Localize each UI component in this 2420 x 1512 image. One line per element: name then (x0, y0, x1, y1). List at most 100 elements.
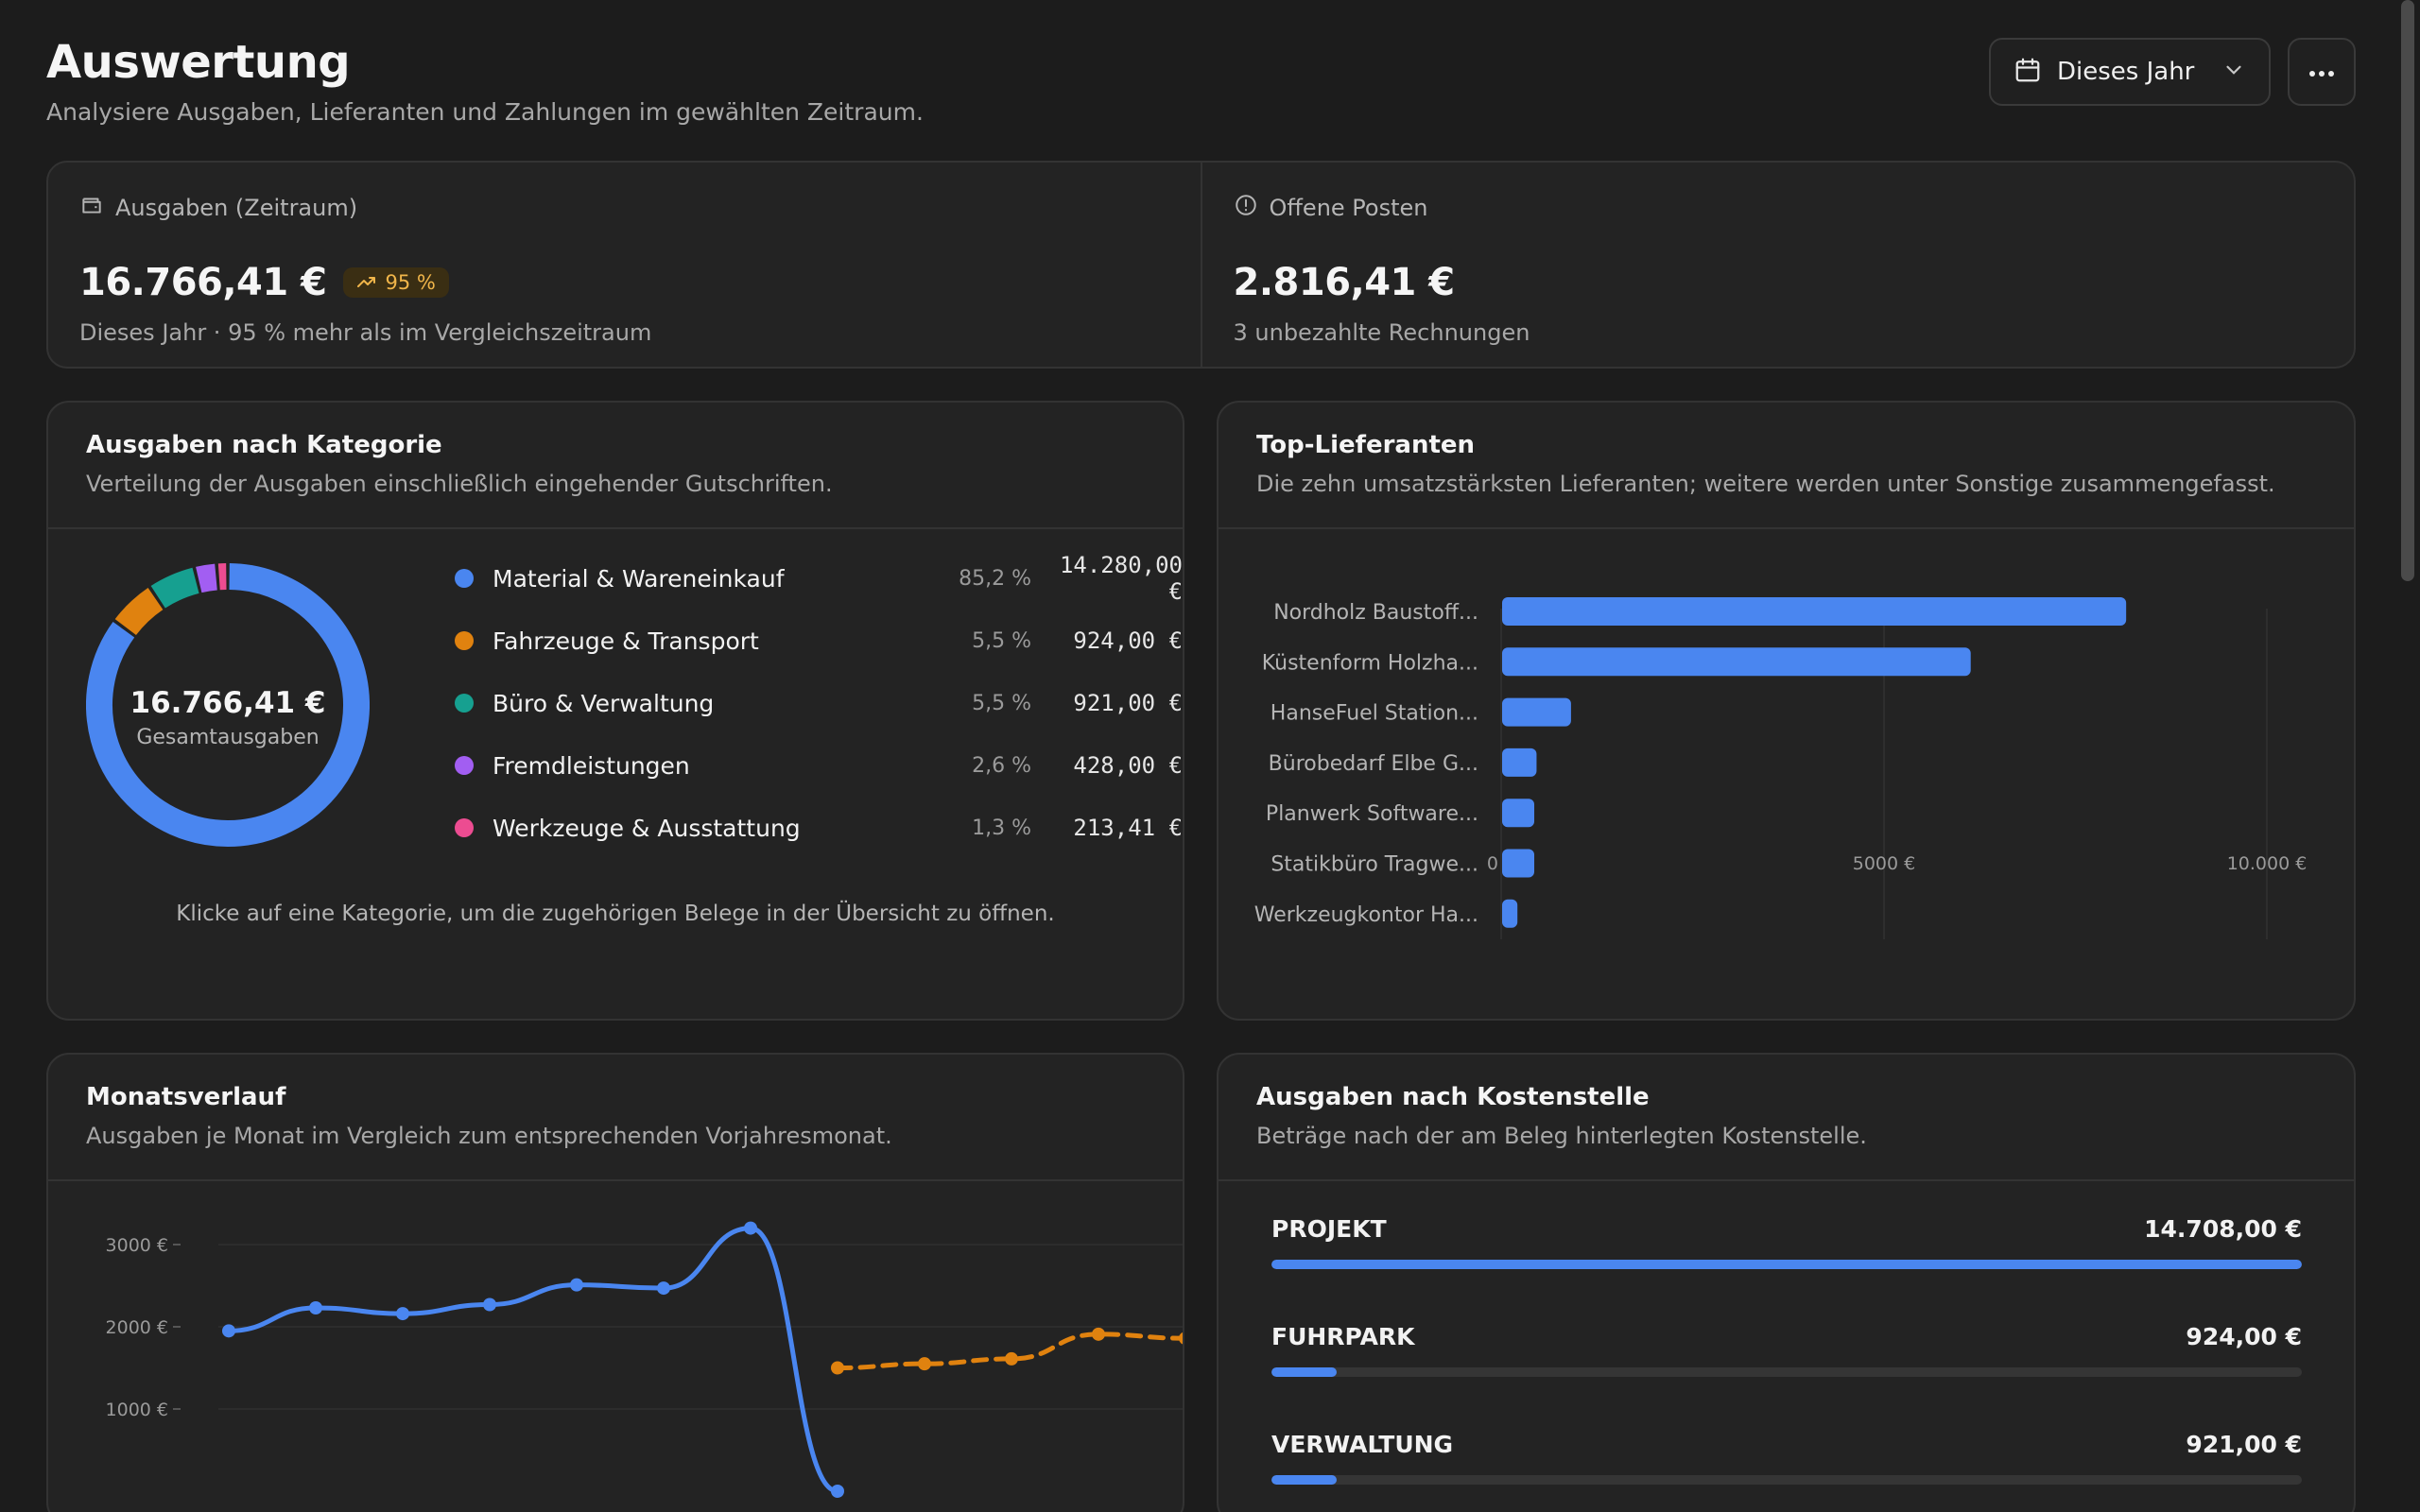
series-line (226, 1226, 840, 1494)
series-point[interactable] (918, 1357, 931, 1371)
series-point[interactable] (483, 1297, 496, 1312)
y-tick-label: Nordholz Baustoff... (1273, 601, 1478, 625)
legend-percent: 2,6 % (972, 753, 1031, 778)
cost-center-desc: Beträge nach der am Beleg hinterlegten K… (1256, 1123, 1867, 1149)
legend-dot (455, 694, 474, 713)
monthly-title: Monatsverlauf (86, 1083, 286, 1111)
stat-open-items: Offene Posten 2.816,41 € 3 unbezahlte Re… (1200, 163, 2355, 367)
trending-up-icon (356, 271, 377, 294)
legend-dot (455, 756, 474, 775)
supplier-bar[interactable] (1502, 899, 1518, 928)
supplier-bar[interactable] (1502, 697, 1571, 727)
cost-center-name: FUHRPARK (1271, 1323, 1415, 1350)
donut-slice[interactable] (150, 567, 199, 609)
cost-center-track (1271, 1260, 2302, 1269)
supplier-bar[interactable] (1502, 799, 1535, 828)
page-scrollbar[interactable] (2401, 0, 2414, 581)
legend-name: Fahrzeuge & Transport (493, 627, 759, 655)
period-select[interactable]: Dieses Jahr (1989, 38, 2271, 106)
series-point[interactable] (570, 1278, 583, 1292)
legend-percent: 85,2 % (959, 566, 1031, 591)
y-tick-label: HanseFuel Station... (1270, 702, 1478, 726)
stat-expenses-value: 16.766,41 € (79, 261, 327, 304)
cost-center-fill (1271, 1367, 1337, 1377)
cost-center-fill (1271, 1260, 2302, 1269)
page-subtitle: Analysiere Ausgaben, Lieferanten und Zah… (46, 98, 924, 126)
legend-dot (455, 631, 474, 650)
series-point[interactable] (396, 1307, 409, 1321)
legend-percent: 5,5 % (972, 628, 1031, 653)
suppliers-bar-chart: 0 €5000 €10.000 €Nordholz Baustoff...Küs… (1254, 597, 2308, 939)
more-horizontal-icon (2308, 63, 2336, 81)
chevron-down-icon (2221, 58, 2246, 86)
series-point[interactable] (831, 1485, 844, 1498)
cost-center-row[interactable]: PROJEKT 14.708,00 € (1271, 1215, 2302, 1269)
series-point[interactable] (744, 1221, 757, 1235)
category-legend-item[interactable]: Material & Wareneinkauf 85,2 % 14.280,00 € (455, 552, 1183, 605)
supplier-bar[interactable] (1502, 647, 1971, 677)
donut-total-label: Gesamtausgaben (136, 726, 320, 749)
series-point[interactable] (1005, 1351, 1018, 1366)
category-legend-item[interactable]: Werkzeuge & Ausstattung 1,3 % 213,41 € (455, 809, 1183, 847)
legend-amount: 14.280,00 € (1059, 552, 1183, 605)
page-title: Auswertung (46, 36, 351, 89)
cost-center-fill (1271, 1475, 1337, 1485)
series-point[interactable] (831, 1361, 844, 1375)
period-select-label: Dieses Jahr (2057, 58, 2195, 86)
y-tick-label: 3000 € (106, 1235, 168, 1256)
legend-name: Material & Wareneinkauf (493, 564, 785, 593)
donut-slice[interactable] (114, 588, 164, 636)
monthly-card: Monatsverlauf Ausgaben je Monat im Vergl… (46, 1053, 1184, 1512)
series-point[interactable] (1179, 1332, 1184, 1345)
legend-amount: 428,00 € (1073, 752, 1183, 779)
series-line (835, 1332, 1183, 1370)
suppliers-desc: Die zehn umsatzstärksten Lieferanten; we… (1256, 471, 2275, 497)
category-legend-item[interactable]: Fremdleistungen 2,6 % 428,00 € (455, 747, 1183, 784)
category-legend-item[interactable]: Büro & Verwaltung 5,5 % 921,00 € (455, 684, 1183, 722)
y-tick-label: Werkzeugkontor Ha... (1254, 903, 1478, 927)
category-hint: Klicke auf eine Kategorie, um die zugehö… (176, 902, 1055, 926)
category-title: Ausgaben nach Kategorie (86, 431, 442, 459)
trend-badge: 95 % (343, 267, 449, 298)
legend-amount: 213,41 € (1073, 815, 1183, 841)
legend-percent: 1,3 % (972, 816, 1031, 840)
stat-expenses-sub: Dieses Jahr · 95 % mehr als im Vergleich… (79, 319, 652, 346)
x-tick-label: 10.000 € (2227, 853, 2308, 874)
legend-dot (455, 818, 474, 837)
series-point[interactable] (309, 1300, 322, 1314)
suppliers-card: Top-Lieferanten Die zehn umsatzstärksten… (1217, 401, 2356, 1021)
cost-center-row[interactable]: FUHRPARK 924,00 € (1271, 1323, 2302, 1377)
series-point[interactable] (1092, 1327, 1105, 1341)
legend-amount: 921,00 € (1073, 690, 1183, 716)
legend-name: Werkzeuge & Ausstattung (493, 814, 801, 842)
cost-center-amount: 924,00 € (2186, 1323, 2302, 1350)
donut-slice[interactable] (196, 563, 217, 593)
supplier-bar[interactable] (1502, 597, 2127, 626)
stat-open-items-sub: 3 unbezahlte Rechnungen (1233, 319, 1530, 346)
legend-dot (455, 569, 474, 588)
stat-open-items-value: 2.816,41 € (1233, 261, 1456, 304)
stat-expenses-label: Ausgaben (Zeitraum) (115, 195, 358, 221)
legend-name: Büro & Verwaltung (493, 689, 715, 717)
cost-center-row[interactable]: VERWALTUNG 921,00 € (1271, 1431, 2302, 1485)
supplier-bar[interactable] (1502, 849, 1535, 878)
supplier-bar[interactable] (1502, 747, 1537, 777)
category-donut-chart[interactable] (86, 563, 370, 847)
y-tick-label: Bürobedarf Elbe G... (1269, 752, 1478, 776)
series-point[interactable] (657, 1281, 670, 1296)
series-point[interactable] (222, 1324, 235, 1338)
more-options-button[interactable] (2288, 38, 2356, 106)
donut-slice[interactable] (86, 563, 370, 847)
stats-strip: Ausgaben (Zeitraum) 16.766,41 € 95 % Die… (46, 161, 2356, 369)
alert-circle-icon (1234, 193, 1258, 223)
cost-center-name: PROJEKT (1271, 1215, 1387, 1243)
category-desc: Verteilung der Ausgaben einschließlich e… (86, 471, 833, 497)
category-legend-item[interactable]: Fahrzeuge & Transport 5,5 % 924,00 € (455, 622, 1183, 660)
cost-center-card: Ausgaben nach Kostenstelle Beträge nach … (1217, 1053, 2356, 1512)
y-tick-label: Statikbüro Tragwe... (1270, 853, 1478, 877)
monthly-desc: Ausgaben je Monat im Vergleich zum entsp… (86, 1123, 892, 1149)
donut-total: 16.766,41 € (130, 686, 326, 720)
cost-center-track (1271, 1475, 2302, 1485)
wallet-icon (79, 193, 104, 223)
